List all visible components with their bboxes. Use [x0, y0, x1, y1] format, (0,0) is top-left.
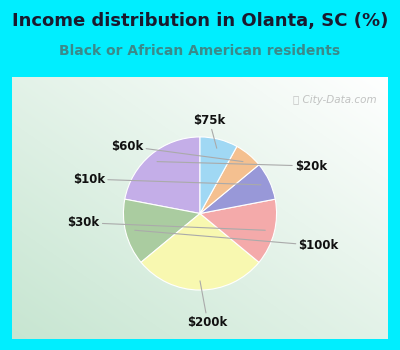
- Wedge shape: [200, 137, 237, 214]
- Text: Black or African American residents: Black or African American residents: [60, 44, 340, 58]
- Wedge shape: [200, 165, 275, 214]
- Text: $30k: $30k: [68, 216, 265, 230]
- Wedge shape: [200, 146, 259, 214]
- Wedge shape: [200, 199, 276, 262]
- Text: Income distribution in Olanta, SC (%): Income distribution in Olanta, SC (%): [12, 12, 388, 30]
- Text: $75k: $75k: [193, 114, 225, 148]
- Text: $10k: $10k: [73, 173, 261, 186]
- Text: ⓘ City-Data.com: ⓘ City-Data.com: [293, 95, 377, 105]
- Wedge shape: [141, 214, 259, 290]
- Text: $20k: $20k: [157, 160, 327, 173]
- Wedge shape: [125, 137, 200, 214]
- Text: $60k: $60k: [111, 140, 243, 162]
- Wedge shape: [124, 199, 200, 262]
- Text: $100k: $100k: [135, 230, 339, 252]
- Text: $200k: $200k: [188, 281, 228, 329]
